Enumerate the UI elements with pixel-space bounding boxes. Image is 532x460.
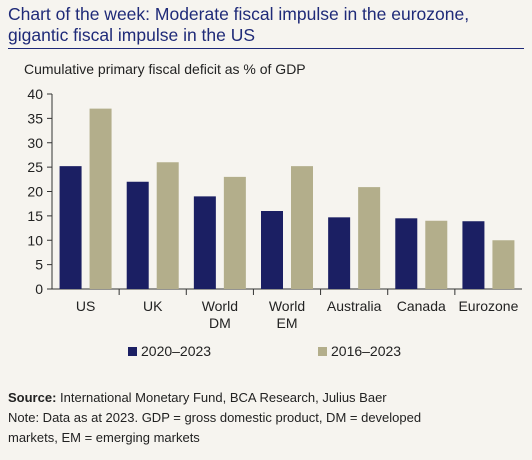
source-line: Source: International Monetary Fund, BCA… xyxy=(8,388,528,408)
x-tick-label: World EM xyxy=(269,298,305,331)
bar-series1 xyxy=(193,196,216,289)
y-tick-label: 35 xyxy=(27,110,43,126)
y-tick-label: 10 xyxy=(27,232,43,248)
bar-series2 xyxy=(492,240,515,289)
x-tick-label: US xyxy=(76,298,95,314)
legend-label: 2016–2023 xyxy=(331,343,401,359)
bar-series2 xyxy=(89,108,112,289)
bar-series1 xyxy=(328,217,351,289)
bar-series2 xyxy=(358,187,381,289)
legend-label: 2020–2023 xyxy=(141,343,211,359)
bar-series2 xyxy=(291,166,313,289)
chart-title-line-2: gigantic fiscal impulse in the US xyxy=(8,25,256,45)
bar-series1 xyxy=(261,211,283,289)
bar-series1 xyxy=(126,181,149,289)
x-tick-label: World DM xyxy=(202,298,238,331)
bar-series2 xyxy=(425,220,448,289)
footer: Source: International Monetary Fund, BCA… xyxy=(8,388,528,448)
chart-title: Chart of the week: Moderate fiscal impul… xyxy=(8,4,524,46)
x-tick-label: Australia xyxy=(327,298,382,314)
bar-chart: 0 5 10 15 20 25 30 35 40 US UK World DM World EM Austra… xyxy=(27,86,522,359)
legend-swatch xyxy=(128,347,137,356)
chart-title-line-1: Chart of the week: Moderate fiscal impul… xyxy=(8,4,470,24)
title-divider xyxy=(8,48,524,49)
y-tick-label: 30 xyxy=(27,135,43,151)
y-tick-label: 20 xyxy=(27,184,43,200)
x-tick-label: UK xyxy=(143,298,163,314)
bar-series2 xyxy=(156,162,179,289)
note-line-1: Note: Data as at 2023. GDP = gross domes… xyxy=(8,410,422,425)
chart-subtitle: Cumulative primary fiscal deficit as % o… xyxy=(24,61,306,77)
bar-series1 xyxy=(395,218,418,289)
source-text: International Monetary Fund, BCA Researc… xyxy=(56,390,387,405)
bar-series2 xyxy=(223,176,246,289)
y-tick-label: 5 xyxy=(35,257,43,273)
x-tick-label: Eurozone xyxy=(458,298,518,314)
bar-series1 xyxy=(59,166,82,289)
y-tick-label: 15 xyxy=(27,208,43,224)
source-label: Source: xyxy=(8,390,57,405)
y-tick-label: 0 xyxy=(35,281,43,297)
y-tick-label: 40 xyxy=(27,86,43,102)
note-line-2: markets, EM = emerging markets xyxy=(8,430,200,445)
bar-series1 xyxy=(462,221,485,289)
y-tick-label: 25 xyxy=(27,159,43,175)
legend-swatch xyxy=(318,347,327,356)
x-tick-label: Canada xyxy=(397,298,446,314)
